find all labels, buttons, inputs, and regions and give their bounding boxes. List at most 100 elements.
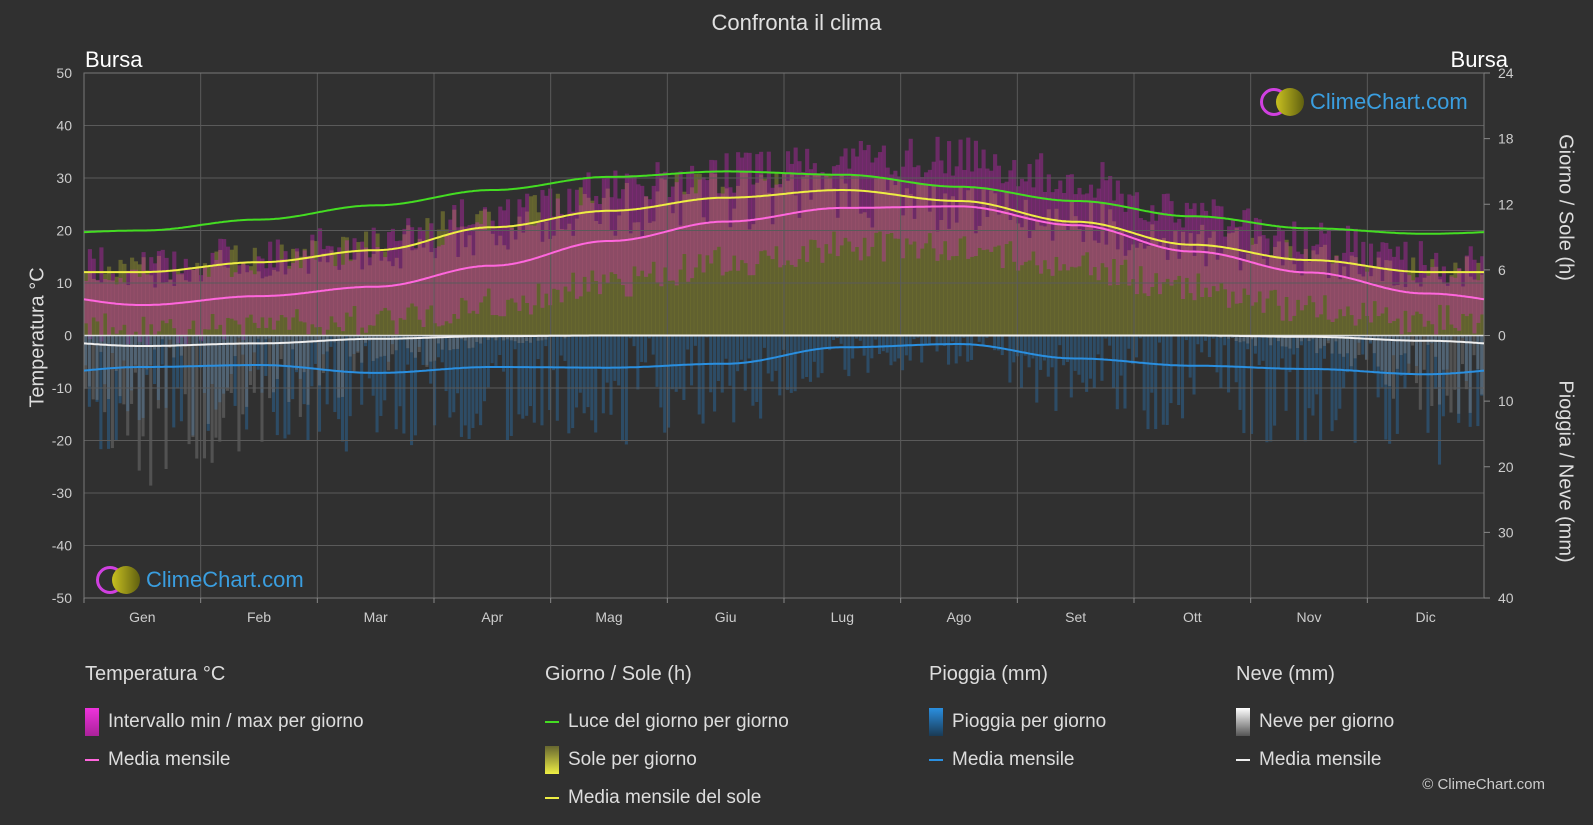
sun-day-bar: [375, 233, 380, 336]
rain-day-bar: [624, 335, 628, 445]
sun-day-bar: [1008, 219, 1013, 336]
sun-day-bar: [808, 199, 814, 336]
temp-range-bar: [1403, 241, 1408, 311]
sun-day-bar: [651, 221, 656, 336]
temp-range-bar: [785, 151, 791, 261]
snow-day-bar: [505, 335, 509, 340]
sun-day-bar: [1077, 229, 1082, 336]
rain-day-bar: [317, 335, 322, 432]
rain-day-bar: [663, 335, 667, 433]
rain-day-bar: [854, 335, 859, 339]
temp-range-bar: [99, 247, 104, 342]
temp-range-bar: [344, 240, 349, 313]
sun-day-bar: [402, 234, 407, 336]
logo-top[interactable]: ClimeChart.com: [1260, 88, 1468, 116]
snow-day-bar: [471, 335, 475, 348]
sun-day-bar: [824, 175, 829, 336]
sun-day-bar: [601, 197, 606, 336]
logo-bottom[interactable]: ClimeChart.com: [96, 566, 304, 594]
sun-day-bar: [1192, 255, 1197, 336]
snow-day-bar: [528, 335, 532, 343]
sun-day-bar: [732, 208, 737, 336]
temp-range-bar: [84, 280, 89, 324]
temp-range-bar: [321, 249, 326, 337]
sun-day-bar: [252, 247, 257, 336]
snow-day-bar: [1307, 335, 1311, 342]
snow-day-bar: [310, 335, 314, 344]
rain-day-bar: [759, 335, 763, 419]
sun-day-bar: [482, 209, 488, 336]
sun-day-bar: [594, 220, 599, 336]
rain-day-bar: [413, 335, 417, 436]
sun-day-bar: [145, 270, 150, 336]
temp-range-bar: [107, 280, 112, 336]
sun-day-bar: [1154, 239, 1159, 336]
temp-range-bar: [1426, 275, 1431, 321]
rain-day-bar: [897, 335, 901, 359]
temp-range-bar: [1177, 218, 1182, 276]
sun-day-bar: [1050, 240, 1055, 336]
temp-range-bar: [513, 230, 518, 303]
snow-day-bar: [502, 335, 506, 341]
sun-day-bar: [1238, 270, 1243, 336]
legend-temp-avg: Media mensile: [85, 741, 364, 779]
sun-day-bar: [1269, 255, 1274, 336]
sun-day-bar: [1000, 211, 1005, 336]
snow-day-bar: [153, 335, 157, 350]
sun-day-bar: [1146, 245, 1151, 336]
snow-day-bar: [156, 335, 160, 409]
snow-day-bar: [210, 335, 214, 463]
temp-range-bar: [356, 252, 361, 336]
sun-day-bar: [1150, 224, 1155, 336]
y-tick-left: 10: [56, 275, 72, 291]
snow-day-bar: [429, 335, 433, 362]
sun-day-bar: [517, 216, 522, 336]
snow-day-bar: [1391, 335, 1396, 399]
snow-day-bar: [1269, 335, 1273, 346]
sun-day-bar: [1445, 285, 1450, 336]
snow-day-bar: [544, 335, 548, 340]
rain-day-bar: [1250, 335, 1254, 434]
sun-day-bar: [195, 262, 200, 336]
sun-day-bar: [797, 217, 802, 336]
sun-day-bar: [996, 214, 1002, 336]
sun-day-bar: [528, 196, 534, 336]
sun-day-bar: [452, 209, 457, 336]
sun-day-bar: [1177, 258, 1182, 336]
rain-day-bar: [1342, 335, 1346, 389]
sun-day-bar: [84, 272, 89, 336]
rain-day-bar: [724, 335, 728, 359]
snow-day-bar: [333, 335, 337, 343]
snow-day-bar: [356, 335, 360, 353]
rain-day-bar: [364, 335, 368, 347]
sun-day-bar: [1437, 279, 1443, 336]
rain-day-bar: [521, 335, 525, 419]
snow-day-bar: [456, 335, 460, 349]
rain-day-bar: [701, 335, 705, 424]
temp-range-bar: [1046, 174, 1051, 270]
sun-day-bar: [1081, 241, 1086, 336]
rain-day-bar: [1468, 335, 1472, 427]
rain-day-bar: [647, 335, 651, 339]
sun-day-bar: [1315, 254, 1320, 336]
snow-day-bar: [225, 335, 229, 391]
rain-day-bar: [966, 335, 970, 362]
rain-day-bar: [682, 335, 686, 400]
temp-range-bar: [743, 152, 748, 264]
temp-range-bar: [854, 156, 860, 248]
temp-range-bar: [1054, 189, 1059, 257]
snow-day-bar: [1437, 335, 1442, 405]
temp-range-bar: [456, 227, 461, 319]
sun-day-bar: [1085, 225, 1090, 336]
y-axis-right-bottom-title: Pioggia / Neve (mm): [1554, 380, 1577, 563]
copyright: © ClimeChart.com: [1422, 776, 1545, 793]
snow-day-bar: [525, 335, 529, 342]
temp-range-bar: [521, 207, 526, 296]
temp-range-bar: [1472, 259, 1477, 334]
rain-day-bar: [674, 335, 678, 392]
temp-range-bar: [410, 227, 415, 304]
daylight-line: [84, 170, 1485, 235]
snow-day-bar: [1246, 335, 1250, 344]
temp-range-bar: [1414, 277, 1420, 312]
rain-day-bar: [429, 335, 433, 384]
